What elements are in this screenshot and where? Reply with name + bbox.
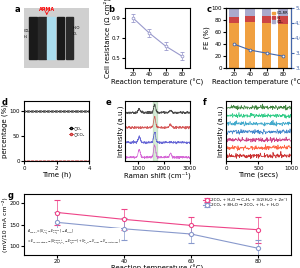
Bar: [245, 16, 255, 23]
Text: APMA: APMA: [39, 7, 55, 12]
Text: a: a: [14, 5, 20, 14]
Text: f: f: [203, 98, 207, 107]
X-axis label: Reaction temperature (°C): Reaction temperature (°C): [111, 265, 204, 268]
X-axis label: Time (secs): Time (secs): [238, 172, 278, 178]
Bar: [29, 17, 37, 59]
Bar: [57, 17, 64, 59]
Legend: ○O₂, ○CO₂: ○O₂, ○CO₂: [67, 125, 87, 138]
Y-axis label: Intensity (a.u.): Intensity (a.u.): [218, 106, 224, 157]
Bar: [245, 23, 255, 68]
Text: c: c: [206, 5, 211, 14]
Bar: [66, 17, 74, 59]
Bar: [278, 8, 288, 16]
Text: H₂O: H₂O: [73, 26, 80, 30]
Bar: [278, 16, 288, 24]
X-axis label: Raman shift (cm⁻¹): Raman shift (cm⁻¹): [124, 172, 191, 180]
Text: e: e: [105, 98, 111, 107]
Text: d: d: [1, 98, 7, 107]
Text: b: b: [109, 5, 115, 14]
Text: g: g: [8, 191, 14, 200]
Text: $A_{overal} = |U_{CO_2}^{full} - E_{CO_2}^{Nernst}| - A_{H_2O}|$
$= E_{cell-volt: $A_{overal} = |U_{CO_2}^{full} - E_{CO_2…: [27, 228, 120, 247]
Bar: [153, 101, 157, 161]
Text: CO₂: CO₂: [23, 29, 30, 33]
Legend: CO₂RR, H₂, CO₂: CO₂RR, H₂, CO₂: [271, 10, 289, 25]
X-axis label: Reaction temperature (°C): Reaction temperature (°C): [111, 79, 204, 86]
Text: O₂: O₂: [73, 32, 77, 36]
Bar: [262, 8, 272, 16]
Bar: [262, 23, 272, 68]
Y-axis label: Aₙₑₜ at 300 mA cm⁻²
(mV/10 mA cm⁻²): Aₙₑₜ at 300 mA cm⁻² (mV/10 mA cm⁻²): [0, 193, 8, 256]
Y-axis label: Anodic gas
percentage (%): Anodic gas percentage (%): [0, 104, 8, 158]
Bar: [278, 24, 288, 68]
Y-axis label: Intensity (a.u.): Intensity (a.u.): [117, 106, 124, 157]
Y-axis label: Cell resistance (Ω cm²): Cell resistance (Ω cm²): [103, 0, 111, 78]
Bar: [229, 23, 239, 68]
Text: H₂: H₂: [23, 35, 27, 39]
Bar: [38, 17, 46, 59]
X-axis label: Time (h): Time (h): [42, 172, 71, 178]
Bar: [229, 8, 239, 17]
X-axis label: Reaction temperature (°C): Reaction temperature (°C): [212, 79, 300, 86]
Bar: [229, 17, 239, 23]
Bar: [245, 8, 255, 16]
Bar: [47, 17, 55, 59]
Legend: 2CO₂ + H₂O → C₂H₄ + 3/2(H₂O + 2e⁻), 2CO₂ + 8H₂O → 2CO₂ + H₂ + H₂O: 2CO₂ + H₂O → C₂H₄ + 3/2(H₂O + 2e⁻), 2CO₂…: [202, 196, 289, 209]
Y-axis label: FE (%): FE (%): [203, 27, 210, 50]
Bar: [262, 16, 272, 23]
